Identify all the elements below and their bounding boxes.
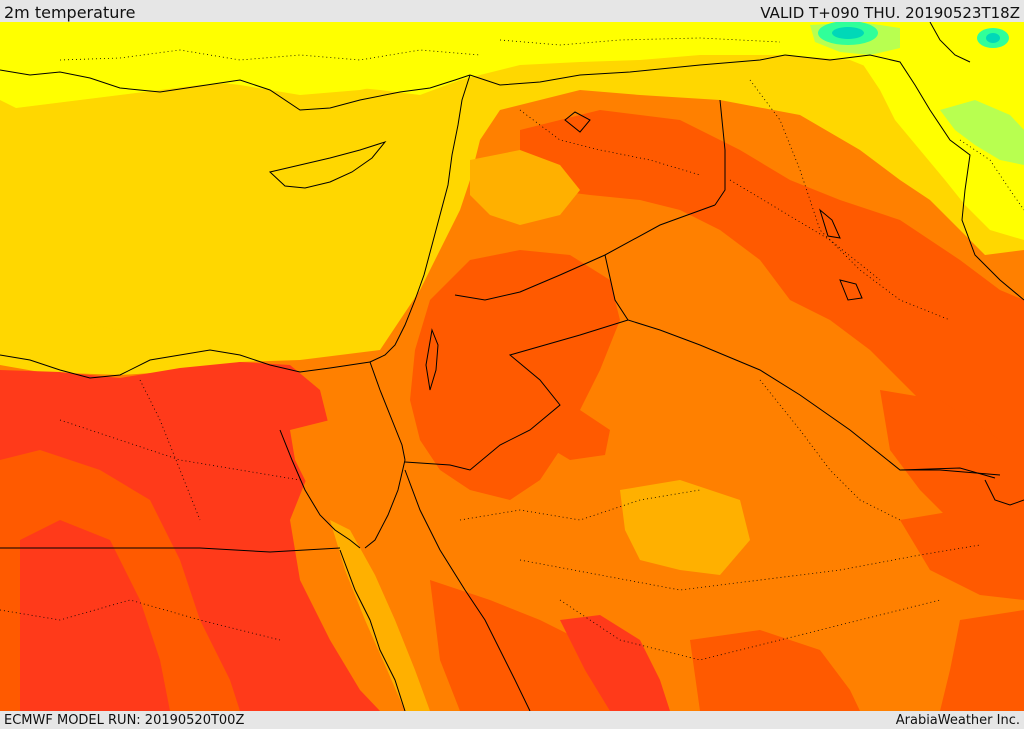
province-iran [959, 139, 1024, 211]
field-yellow-ne [860, 35, 1024, 240]
field-darkorange-se [940, 610, 1024, 711]
coast-redsea-west [339, 549, 406, 711]
province-egypt-3 [0, 599, 281, 641]
field-amber-syria [470, 150, 580, 225]
coast-caspian-hint [929, 22, 971, 63]
border-kuwait [899, 467, 996, 479]
temperature-map [0, 22, 1024, 711]
border-turkey-syria [469, 54, 786, 86]
field-amber-redsea [330, 520, 430, 711]
field-darkorange-gulf [900, 510, 1024, 600]
temperature-map-svg [0, 22, 1024, 711]
coast-turkey [0, 69, 471, 111]
coastlines [0, 22, 1024, 711]
field-amber-saudi [620, 480, 750, 575]
coast-sinai-east [364, 459, 406, 549]
coast-levant [369, 74, 471, 363]
model-run-label: ECMWF MODEL RUN: 20190520T00Z [4, 713, 245, 728]
field-darkorange-hejaz [430, 580, 640, 711]
coast-lake-razzaza [839, 279, 863, 301]
province-turkey-2 [499, 37, 781, 46]
field-lightgreen-ne [940, 100, 1024, 165]
field-darkorange-levant [410, 250, 620, 500]
province-lines [0, 37, 1024, 661]
province-saudi-3 [559, 599, 941, 661]
coast-cyprus [268, 141, 387, 189]
map-title: 2m temperature [4, 3, 136, 22]
field-darkorange-jordan-spot [540, 410, 610, 460]
field-red-hejaz [560, 615, 670, 711]
province-turkey-1 [59, 49, 481, 61]
field-yellow-sea [0, 80, 440, 335]
border-iraq-iran [784, 54, 1024, 301]
footer-bar [0, 711, 1024, 729]
coast-gulf [984, 479, 1024, 506]
coast-redsea-east [404, 469, 531, 711]
header-bar [0, 0, 1024, 22]
border-jordan-saudi [404, 319, 629, 471]
field-yellow-turkey [0, 28, 480, 100]
country-borders [0, 54, 1024, 553]
valid-time-label: VALID T+090 THU. 20190523T18Z [760, 4, 1020, 22]
coast-lake-assad [564, 111, 591, 133]
province-iraq-2 [729, 179, 881, 281]
province-saudi-1 [459, 489, 701, 521]
field-teal-top [832, 27, 864, 39]
coast-lake-tharthar [819, 208, 841, 239]
credit-label: ArabiaWeather Inc. [895, 713, 1020, 728]
border-syria-iraq [714, 99, 726, 206]
coast-egypt-north [0, 349, 371, 379]
field-orange-sinai [290, 420, 380, 540]
border-syria-jordan-iraq [454, 204, 716, 301]
border-egypt-sudan [0, 547, 341, 553]
field-darkorange-najd [690, 630, 860, 711]
coast-gulf-suez [279, 429, 361, 549]
border-egypt-israel [369, 361, 406, 461]
coast-dead-sea [425, 328, 439, 391]
field-red-deep [20, 520, 170, 711]
field-teal-ne [986, 33, 1000, 43]
